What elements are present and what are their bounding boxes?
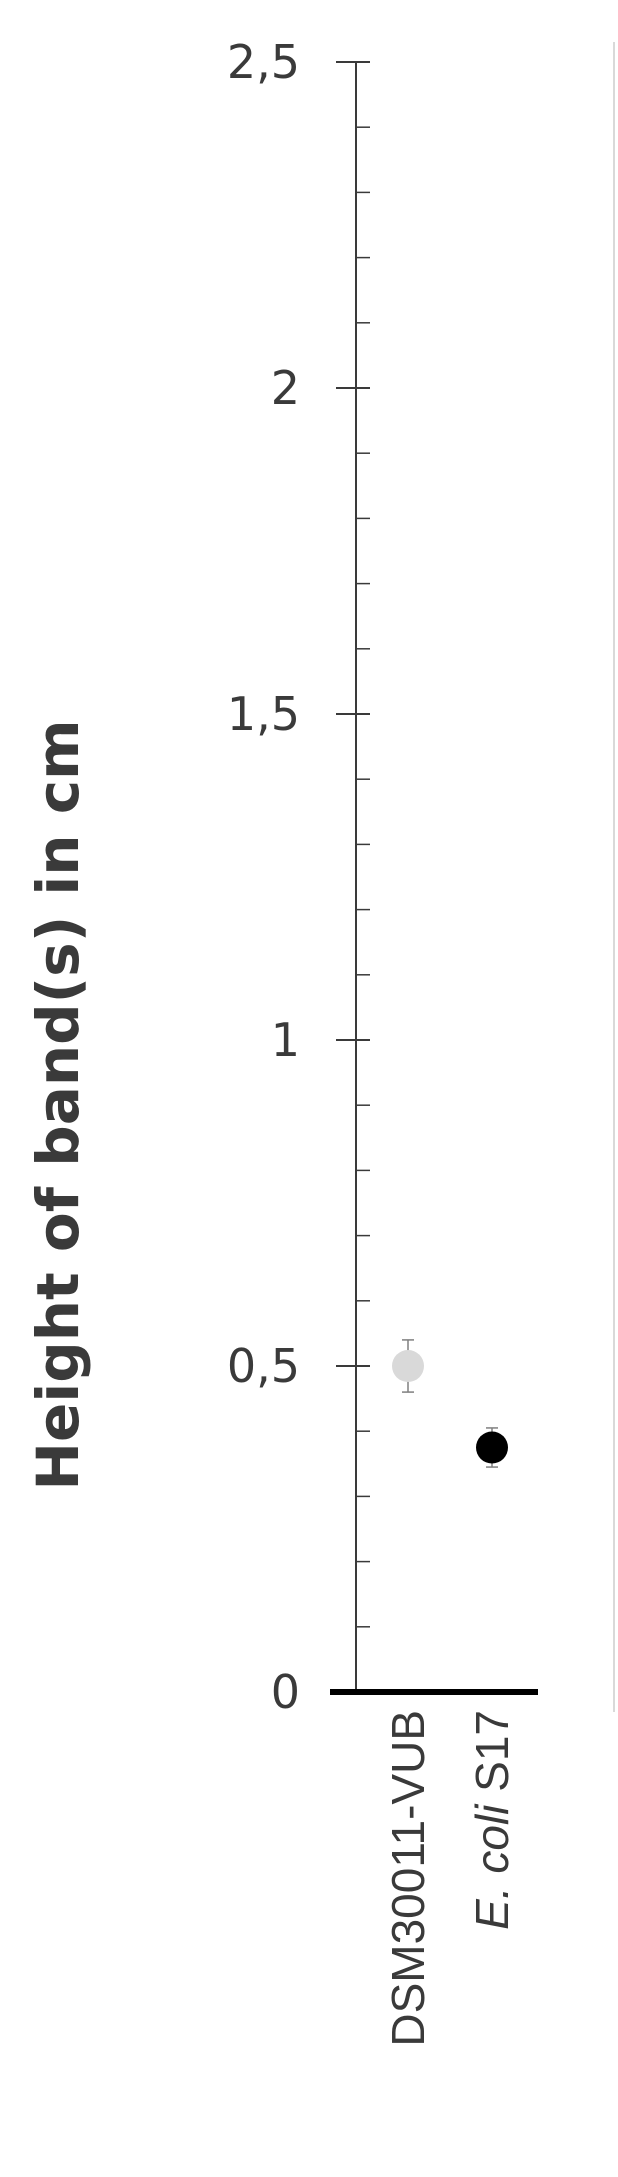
y-axis-major-ticks [336, 61, 370, 1693]
data-points [392, 1339, 508, 1468]
x-axis-category-labels: DSM30011-VUB E. coli S17 [382, 1710, 518, 2047]
y-tick-label: 0 [271, 1665, 300, 1719]
category-label-italic: E. coli [466, 1803, 518, 1930]
y-axis-title: Height of band(s) in cm [24, 719, 92, 1490]
y-tick-label: 0,5 [227, 1339, 300, 1393]
category-label-text: S17 [466, 1710, 518, 1805]
y-tick-label: 1,5 [227, 687, 300, 741]
x-category-label: E. coli S17 [466, 1710, 518, 1930]
y-tick-label: 1 [271, 1013, 300, 1067]
y-axis-minor-ticks [356, 126, 370, 1628]
y-tick-label: 2 [271, 361, 300, 415]
category-label-text: DSM30011-VUB [382, 1710, 434, 2047]
y-axis-tick-labels: 0 0,5 1 1,5 2 2,5 [227, 35, 300, 1719]
x-category-label: DSM30011-VUB [382, 1710, 434, 2047]
data-point-e-coli-s17 [476, 1431, 508, 1464]
data-point-dsm30011-vub [392, 1350, 424, 1382]
y-tick-label: 2,5 [227, 35, 300, 89]
